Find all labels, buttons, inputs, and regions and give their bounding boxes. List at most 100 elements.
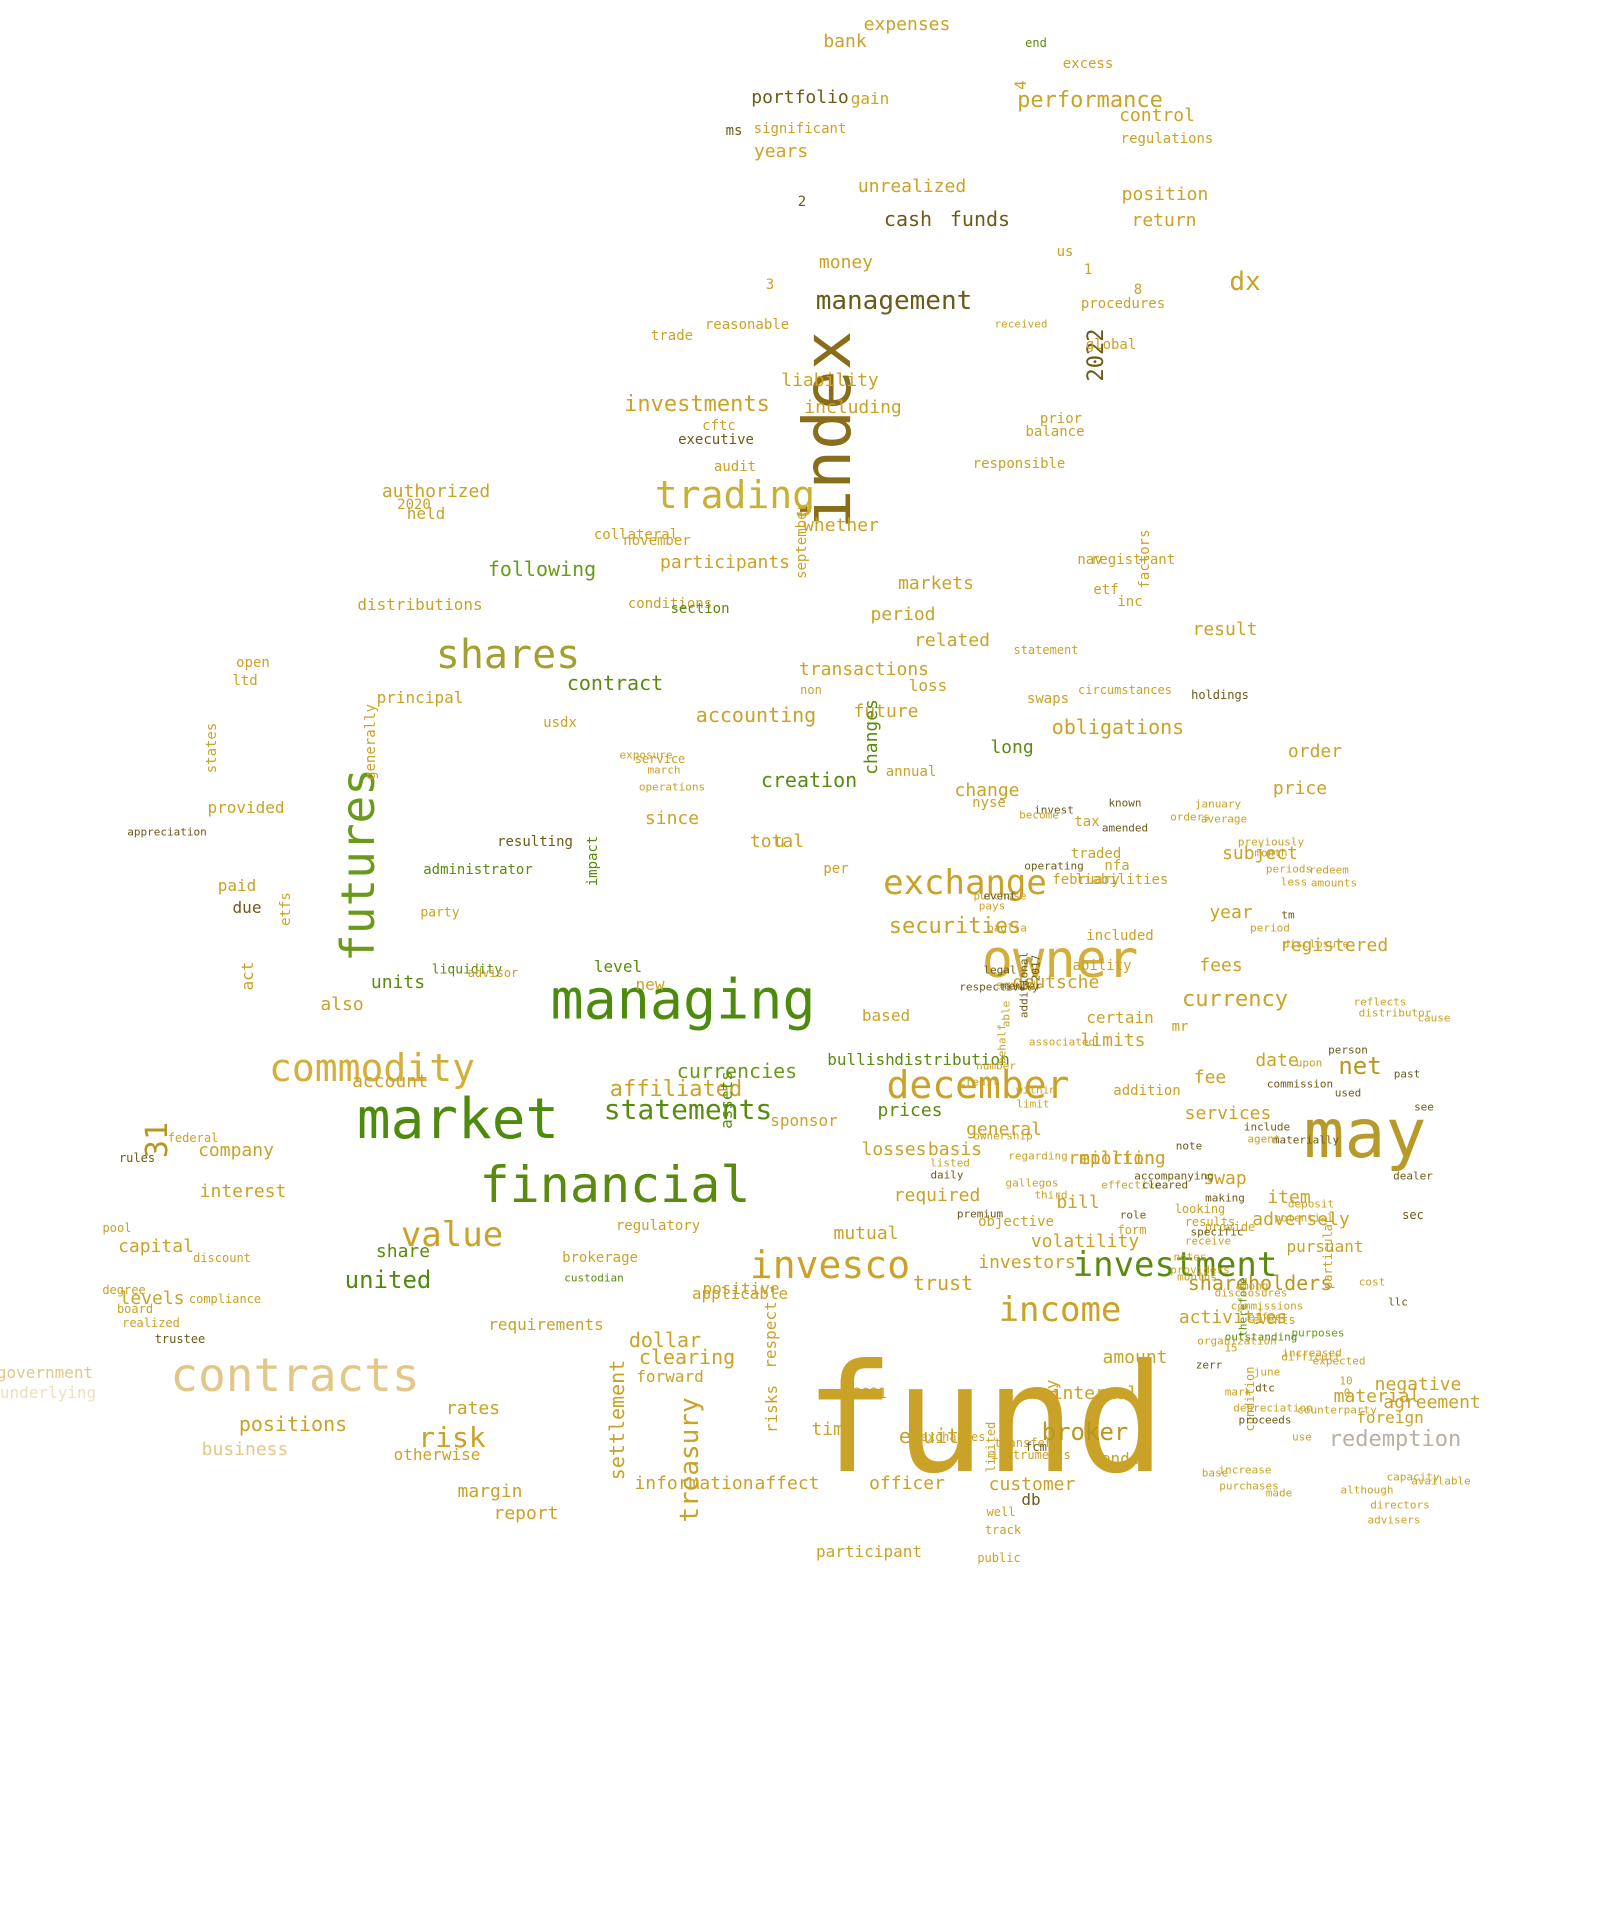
cloud-word: role [1119,1208,1147,1222]
cloud-word: nfa [1104,858,1130,874]
cloud-word: see [1414,1100,1434,1114]
cloud-word: participant [816,1542,922,1561]
cloud-word: per [823,861,849,877]
cloud-word: order [1287,741,1343,762]
cloud-word: increase [1218,1463,1272,1477]
cloud-word: obligations [1051,715,1185,739]
cloud-word: deposit [1287,1197,1335,1211]
cloud-word: managing [550,967,816,1032]
cloud-word: objective [978,1214,1054,1230]
cloud-word: transactions [798,659,930,680]
cloud-word: swaps [1026,691,1070,707]
cloud-word: providers [1170,1263,1230,1277]
cloud-word: fund [804,1333,1166,1507]
cloud-word: inc [1117,594,1143,610]
cloud-word: 2017 [1029,954,1043,982]
cloud-word: compliance [188,1292,262,1306]
cloud-word: unrealized [857,176,967,197]
cloud-word: investment [1072,1245,1278,1285]
cloud-word: regarding [1008,1149,1068,1163]
cloud-word: amounts [1310,876,1358,890]
cloud-word: trade [650,328,694,344]
cloud-word: fcm [1025,1440,1047,1454]
cloud-word: participants [659,552,791,573]
cloud-word: pays [978,899,1006,913]
cloud-word: cause [1417,1011,1451,1025]
cloud-word: due [232,898,262,917]
cloud-word: traded [1070,846,1122,862]
cloud-word: 2021 [853,1386,887,1402]
cloud-word: advisers [1367,1513,1421,1527]
cloud-word: applicable [691,1284,789,1303]
cloud-word: internal [1051,1383,1139,1404]
cloud-word: underlying [0,1383,97,1402]
cloud-word: person [1328,1043,1368,1057]
cloud-word: resulting [497,834,573,850]
cloud-word: open [236,655,270,671]
cloud-word: non [800,683,822,697]
cloud-word: liquidity [431,962,503,978]
cloud-word: nav [1077,552,1103,568]
cloud-word: receive [1184,1234,1232,1248]
cloud-word: global [1085,337,1137,353]
cloud-word: certain [1086,1008,1154,1027]
cloud-word: brokerage [562,1250,638,1266]
cloud-word: subject [1222,843,1298,864]
cloud-word: exposure [619,748,673,762]
cloud-word: shares [435,632,581,678]
cloud-word: fee [1193,1067,1227,1088]
cloud-word: invest [1034,803,1074,817]
cloud-word: able [999,1000,1013,1028]
cloud-word: march [647,763,681,777]
cloud-word: expenses [863,14,951,35]
cloud-word: 10 [1339,1374,1353,1388]
cloud-word: commissions [1230,1299,1304,1313]
cloud-word: third [1034,1188,1068,1202]
cloud-word: forward [636,1367,704,1386]
cloud-word: losses [861,1139,927,1160]
cloud-word: contracts [170,1348,420,1402]
cloud-word: years [753,141,809,162]
cloud-word: level [593,957,643,976]
cloud-word: behalf [995,1024,1009,1064]
cloud-word: federal [167,1131,219,1145]
cloud-word: custodian [564,1271,624,1285]
cloud-word: financial [479,1156,751,1214]
cloud-word: board [116,1302,154,1316]
cloud-word: following [487,557,597,581]
cloud-word: act [238,961,257,991]
cloud-word: change [954,780,1020,801]
cloud-word: authorized [381,481,491,502]
cloud-word: trustee [154,1332,206,1346]
cloud-word: less [1280,875,1308,889]
cloud-word: gallegos [1005,1176,1059,1190]
cloud-word: note [1175,1139,1203,1153]
cloud-word: reporting [1068,1148,1166,1169]
cloud-word: bank [823,31,867,52]
cloud-word: assets [717,1071,736,1129]
cloud-word: shareholders [1187,1271,1333,1295]
cloud-word: mr [1171,1019,1189,1035]
cloud-word: materially [1272,1133,1340,1147]
cloud-word: made [1265,1486,1293,1500]
cloud-word: activities [1178,1307,1288,1328]
cloud-word: distributions [357,595,483,614]
cloud-word: swap [1203,1168,1247,1189]
cloud-word: outstanding [1224,1330,1298,1344]
cloud-word: 2 [797,194,807,210]
cloud-word: loss [908,676,948,695]
cloud-word: 8 [1133,282,1143,298]
cloud-word: redeem [1309,863,1349,877]
cloud-word: total [749,831,805,852]
cloud-word: member [1002,979,1042,993]
cloud-word: adversely [1252,1209,1350,1230]
cloud-word: daily [930,1168,964,1182]
cloud-word: collateral [593,527,679,543]
cloud-word: within [1016,1083,1056,1097]
cloud-word: treasury [675,1397,705,1523]
cloud-word: db [1021,1490,1041,1509]
cloud-word: respect [761,1301,780,1369]
cloud-word: tm [1281,908,1295,922]
cloud-word: information [634,1473,754,1494]
cloud-word: realized [122,1316,180,1330]
